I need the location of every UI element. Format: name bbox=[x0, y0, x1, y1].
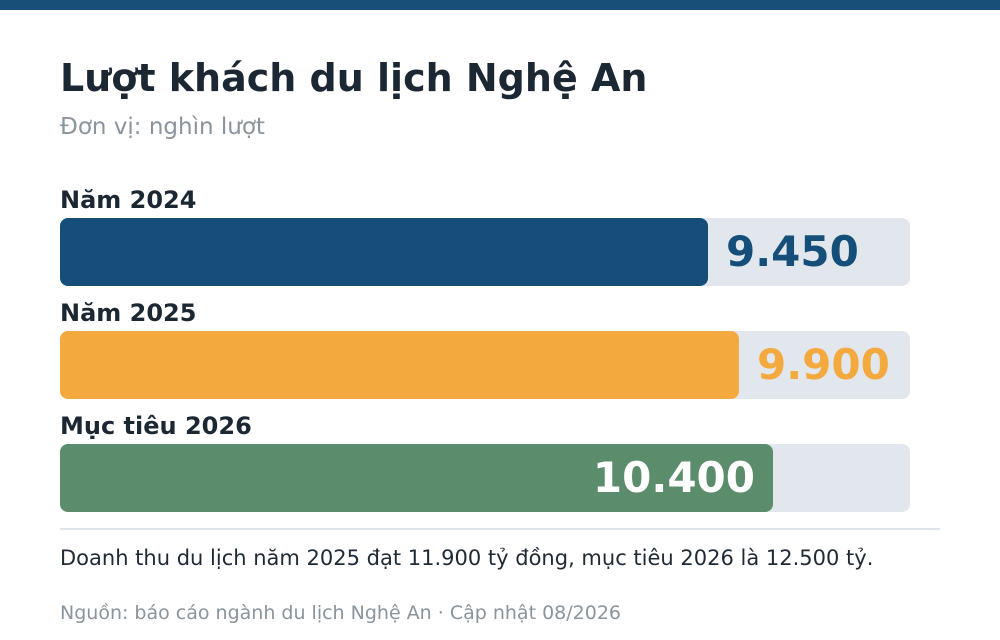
bar-value-label: 9.900 bbox=[757, 340, 890, 389]
bar-row-2025: Năm 2025 9.900 bbox=[60, 299, 910, 399]
bar-fill bbox=[60, 218, 708, 286]
chart-subtitle: Đơn vị: nghìn lượt bbox=[60, 114, 265, 140]
bar-row-target-2026: Mục tiêu 2026 10.400 bbox=[60, 412, 910, 512]
bar-fill bbox=[60, 331, 739, 399]
bar-track: 10.400 bbox=[60, 444, 910, 512]
bar-value-label: 9.450 bbox=[726, 227, 859, 276]
footer-divider bbox=[60, 528, 940, 530]
chart-title: Lượt khách du lịch Nghệ An bbox=[60, 56, 648, 100]
top-accent-bar bbox=[0, 0, 1000, 10]
bar-value-label: 10.400 bbox=[592, 453, 755, 502]
bar-label: Năm 2024 bbox=[60, 186, 197, 214]
bar-track: 9.900 bbox=[60, 331, 910, 399]
bar-track: 9.450 bbox=[60, 218, 910, 286]
source-note: Nguồn: báo cáo ngành du lịch Nghệ An · C… bbox=[60, 602, 622, 624]
bar-fill bbox=[60, 444, 773, 512]
bar-row-2024: Năm 2024 9.450 bbox=[60, 186, 910, 286]
revenue-note: Doanh thu du lịch năm 2025 đạt 11.900 tỷ… bbox=[60, 546, 874, 570]
bar-label: Năm 2025 bbox=[60, 299, 197, 327]
bar-label: Mục tiêu 2026 bbox=[60, 412, 252, 440]
